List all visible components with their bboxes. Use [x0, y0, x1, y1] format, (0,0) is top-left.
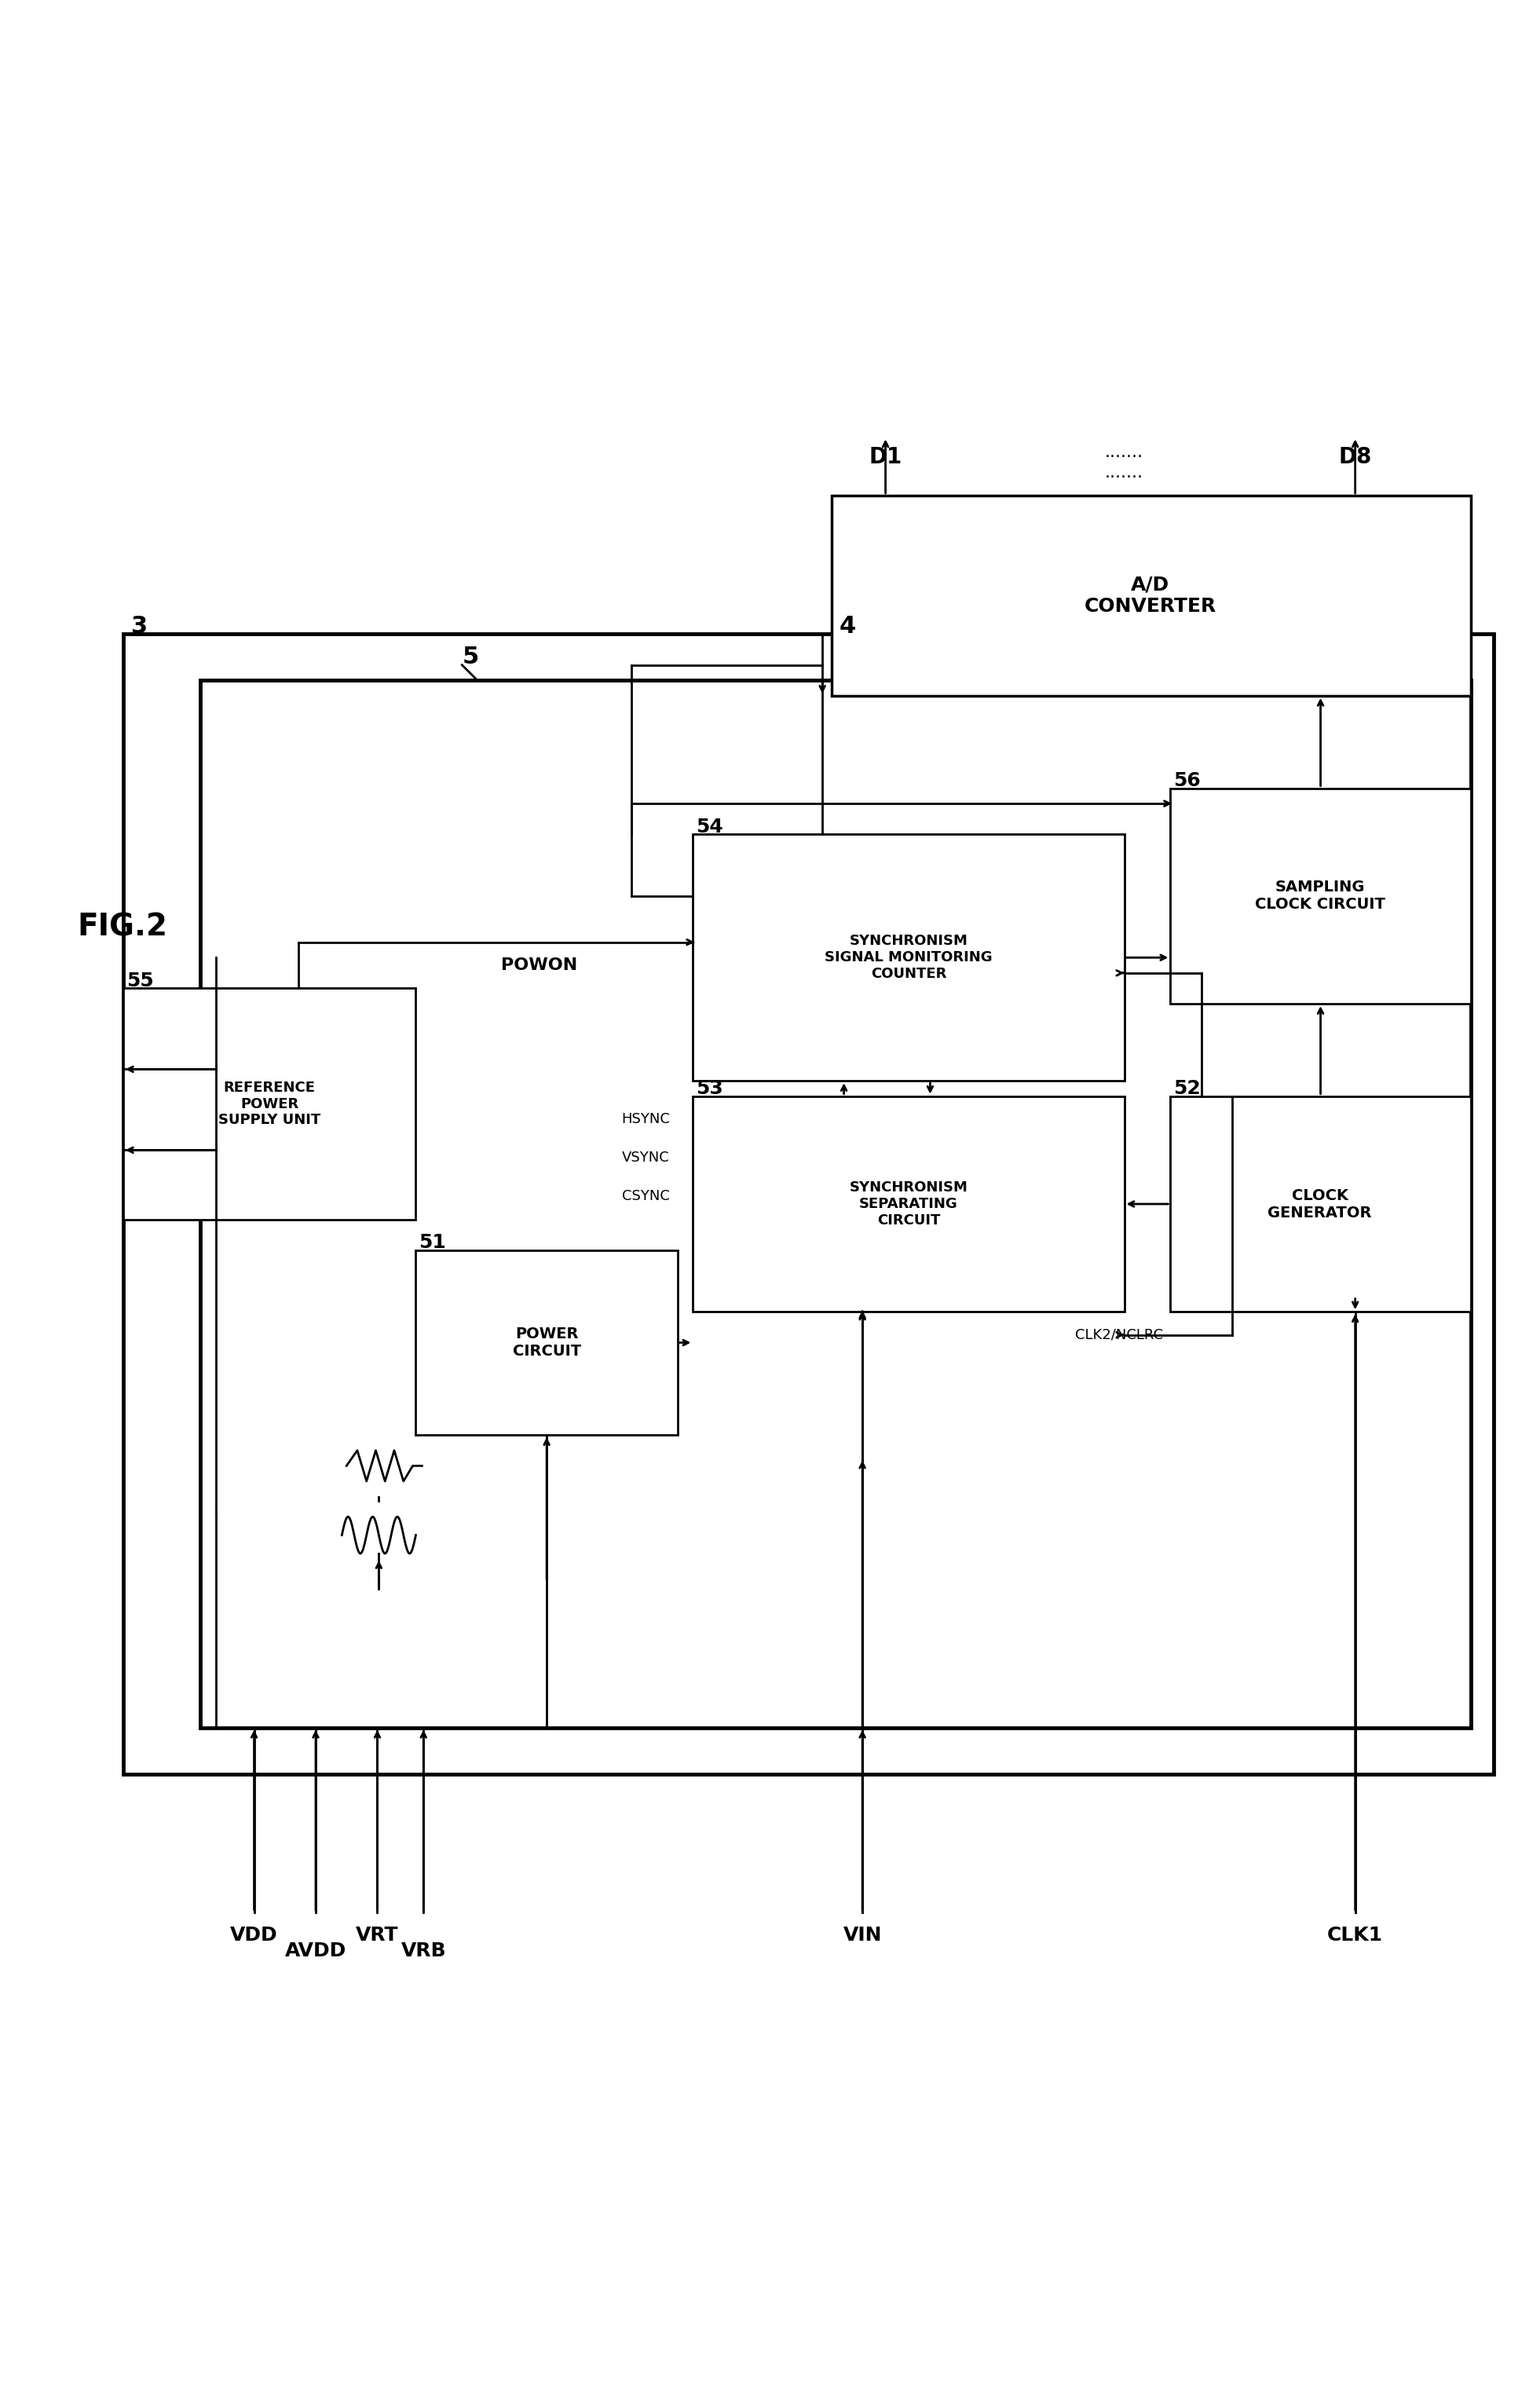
- Text: SYNCHRONISM
SEPARATING
CIRCUIT: SYNCHRONISM SEPARATING CIRCUIT: [850, 1180, 967, 1228]
- Bar: [416, 1250, 678, 1435]
- Text: .......: .......: [1106, 445, 1143, 460]
- Bar: [832, 496, 1471, 696]
- Text: FIG.2: FIG.2: [77, 913, 168, 942]
- Text: 3: 3: [131, 614, 148, 638]
- Text: 54: 54: [696, 816, 724, 836]
- Bar: [123, 633, 1494, 1775]
- Text: 56: 56: [1173, 771, 1201, 790]
- Text: CSYNC: CSYNC: [622, 1190, 670, 1204]
- Text: AVDD: AVDD: [285, 1941, 346, 1960]
- Text: POWON: POWON: [500, 958, 578, 973]
- Text: D8: D8: [1338, 445, 1372, 467]
- Text: CLK2/NCLRC: CLK2/NCLRC: [1075, 1327, 1163, 1341]
- Text: VIN: VIN: [842, 1926, 882, 1946]
- Text: D1: D1: [869, 445, 902, 467]
- Text: SYNCHRONISM
SIGNAL MONITORING
COUNTER: SYNCHRONISM SIGNAL MONITORING COUNTER: [825, 934, 992, 980]
- Text: VSYNC: VSYNC: [622, 1151, 670, 1165]
- Text: HSYNC: HSYNC: [621, 1112, 670, 1127]
- Text: A/D
CONVERTER: A/D CONVERTER: [1084, 576, 1217, 616]
- Bar: [693, 833, 1124, 1081]
- Text: 4: 4: [839, 614, 856, 638]
- Text: VRT: VRT: [356, 1926, 399, 1946]
- Text: REFERENCE
POWER
SUPPLY UNIT: REFERENCE POWER SUPPLY UNIT: [219, 1081, 320, 1127]
- Text: 5: 5: [462, 645, 479, 669]
- Text: SAMPLING
CLOCK CIRCUIT: SAMPLING CLOCK CIRCUIT: [1255, 879, 1384, 913]
- Text: POWER
CIRCUIT: POWER CIRCUIT: [513, 1327, 581, 1358]
- Bar: [1170, 787, 1471, 1004]
- Text: CLK1: CLK1: [1327, 1926, 1383, 1946]
- Text: CLOCK
GENERATOR: CLOCK GENERATOR: [1267, 1187, 1372, 1221]
- Bar: [123, 987, 416, 1218]
- Text: 52: 52: [1173, 1079, 1201, 1098]
- Text: 51: 51: [419, 1233, 447, 1252]
- Bar: [1170, 1096, 1471, 1312]
- Text: VRB: VRB: [400, 1941, 447, 1960]
- Bar: [200, 681, 1471, 1727]
- Text: 53: 53: [696, 1079, 724, 1098]
- Text: .......: .......: [1106, 465, 1143, 479]
- Text: 55: 55: [126, 970, 154, 990]
- Bar: [693, 1096, 1124, 1312]
- Text: VDD: VDD: [231, 1926, 277, 1946]
